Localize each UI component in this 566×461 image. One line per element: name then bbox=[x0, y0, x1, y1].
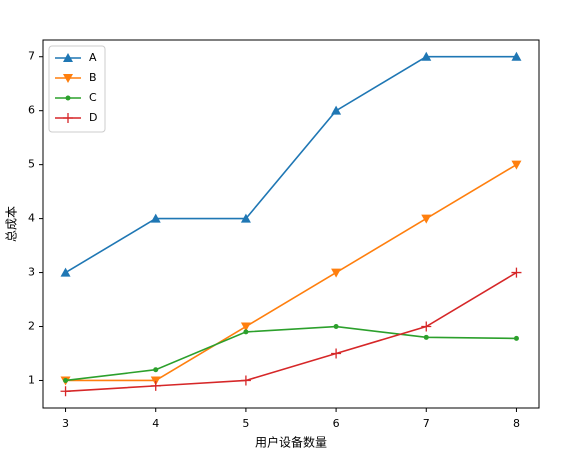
marker bbox=[331, 348, 342, 359]
marker bbox=[513, 335, 519, 341]
x-axis-label: 用户设备数量 bbox=[255, 435, 327, 450]
marker bbox=[150, 380, 161, 391]
x-tick-label: 4 bbox=[152, 417, 159, 430]
x-tick-label: 6 bbox=[333, 417, 340, 430]
x-tick-label: 7 bbox=[423, 417, 430, 430]
marker bbox=[511, 51, 522, 61]
y-axis-label: 总成本 bbox=[5, 206, 19, 242]
series-line bbox=[65, 271, 517, 393]
legend-label: D bbox=[89, 111, 97, 124]
y-tick-label: 2 bbox=[28, 320, 35, 333]
x-tick-label: 3 bbox=[62, 417, 69, 430]
marker bbox=[333, 324, 339, 330]
marker bbox=[240, 375, 251, 386]
y-tick-label: 3 bbox=[28, 266, 35, 279]
marker bbox=[63, 74, 73, 83]
y-tick-label: 7 bbox=[28, 50, 35, 63]
marker bbox=[421, 321, 432, 332]
plot-frame bbox=[42, 39, 540, 409]
marker bbox=[60, 386, 71, 397]
marker bbox=[423, 334, 429, 340]
legend-label: B bbox=[89, 71, 97, 84]
marker bbox=[60, 267, 71, 277]
series-line bbox=[65, 325, 517, 382]
marker bbox=[243, 329, 249, 335]
legend-label: C bbox=[89, 91, 97, 104]
marker bbox=[511, 267, 522, 278]
marker bbox=[63, 113, 73, 123]
marker bbox=[331, 268, 342, 278]
y-tick-label: 5 bbox=[28, 158, 35, 171]
marker bbox=[421, 214, 432, 224]
marker bbox=[240, 322, 251, 332]
x-tick-label: 8 bbox=[513, 417, 520, 430]
y-tick-label: 1 bbox=[28, 373, 35, 386]
marker bbox=[153, 367, 159, 373]
marker bbox=[150, 213, 161, 223]
marker bbox=[511, 160, 522, 170]
marker bbox=[240, 213, 251, 223]
y-tick-label: 6 bbox=[28, 104, 35, 117]
marker bbox=[63, 377, 69, 383]
legend-box bbox=[48, 45, 106, 133]
legend-label: A bbox=[89, 51, 97, 64]
x-tick-label: 5 bbox=[242, 417, 249, 430]
marker bbox=[421, 51, 432, 61]
series-line bbox=[65, 163, 517, 382]
marker bbox=[331, 105, 342, 115]
series-line bbox=[65, 55, 517, 274]
marker bbox=[63, 53, 73, 62]
marker bbox=[65, 95, 71, 101]
y-tick-label: 4 bbox=[28, 212, 35, 225]
